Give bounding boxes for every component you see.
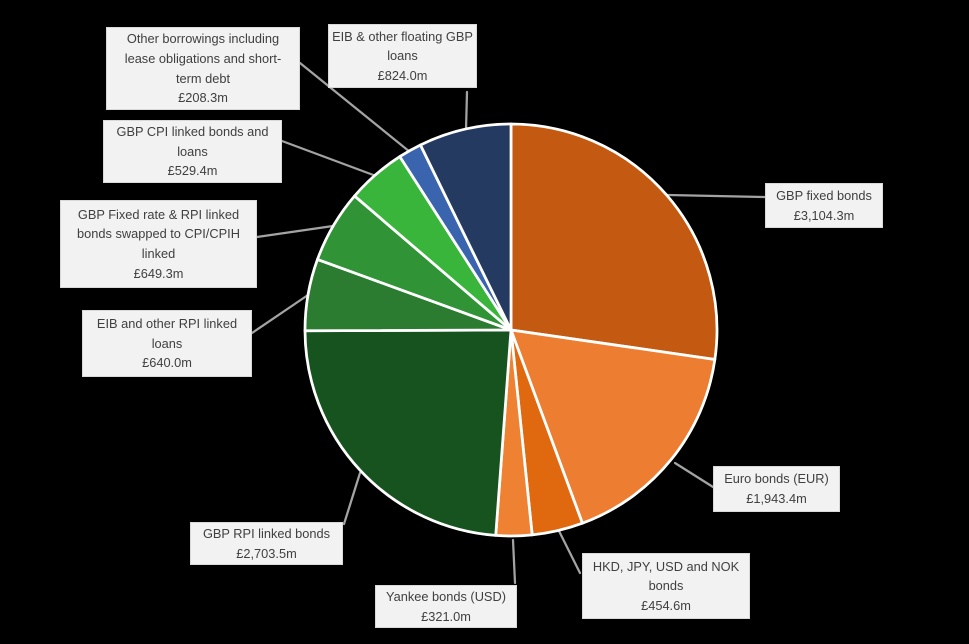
leader-line-hkd-jpy-usd-nok-bonds	[556, 527, 582, 575]
leader-line-euro-bonds	[673, 461, 715, 489]
callout-eib-rpi-linked-loans: EIB and other RPI linked loans £640.0m	[82, 310, 252, 377]
leader-line-yankee-bonds	[511, 538, 517, 585]
callout-value: £3,104.3m	[793, 207, 855, 223]
callout-value: £454.6m	[641, 597, 691, 613]
leader-line-gbp-fixed-bonds	[666, 193, 767, 199]
callout-value: £649.3m	[133, 265, 184, 281]
callout-gbp-cpi-linked: GBP CPI linked bonds and loans £529.4m	[103, 120, 282, 183]
callout-gbp-fixed-bonds: GBP fixed bonds £3,104.3m	[765, 183, 883, 228]
callout-value: £824.0m	[377, 67, 428, 83]
callout-label: HKD, JPY, USD and NOK bonds	[592, 558, 740, 594]
pie-slice-gbp-fixed-bonds	[509, 122, 719, 361]
callout-label: Euro bonds (EUR)	[724, 471, 829, 487]
callout-other-borrowings: Other borrowings including lease obligat…	[106, 27, 300, 110]
callout-value: £2,703.5m	[236, 545, 297, 561]
callout-label: EIB and other RPI linked loans	[96, 316, 238, 351]
callout-value: £640.0m	[142, 355, 192, 371]
callout-yankee-bonds: Yankee bonds (USD) £321.0m	[375, 585, 517, 628]
leader-line-eib-other-floating-gbp-loans	[464, 90, 469, 132]
pie-slices	[303, 122, 719, 538]
callout-label: GBP CPI linked bonds and loans	[116, 124, 269, 159]
callout-value: £1,943.4m	[746, 491, 807, 506]
pie-slice-eib-other-floating-gbp-loans	[419, 122, 513, 332]
pie-slice-gbp-rpi-linked-bonds	[303, 328, 513, 537]
callout-label: Other borrowings including lease obligat…	[124, 31, 282, 86]
leader-line-gbp-rpi-linked-bonds	[342, 471, 362, 526]
callout-value: £321.0m	[421, 608, 471, 624]
callout-gbp-rpi-linked-bonds: GBP RPI linked bonds £2,703.5m	[190, 522, 343, 565]
callout-value: £208.3m	[178, 90, 228, 106]
callout-label: GBP fixed bonds	[776, 187, 872, 203]
callout-euro-bonds: Euro bonds (EUR) £1,943.4m	[713, 466, 840, 512]
leader-line-other-borrowings	[298, 61, 412, 154]
callout-label: GBP RPI linked bonds	[202, 525, 331, 541]
pie-slice-euro-bonds	[509, 328, 717, 525]
callout-eib-other-floating-gbp-loans: EIB & other floating GBP loans £824.0m	[328, 24, 477, 88]
leader-line-gbp-cpi-linked	[280, 139, 378, 178]
leader-line-eib-rpi-linked-loans	[250, 293, 310, 335]
callout-label: GBP Fixed rate & RPI linked bonds swappe…	[77, 206, 240, 261]
callout-label: EIB & other floating GBP loans	[332, 28, 473, 64]
leader-lines	[250, 61, 767, 585]
callout-gbp-fixed-rpi-swapped-cpi: GBP Fixed rate & RPI linked bonds swappe…	[60, 200, 257, 288]
callout-value: £529.4m	[167, 163, 218, 179]
callout-hkd-jpy-usd-nok-bonds: HKD, JPY, USD and NOK bonds £454.6m	[582, 553, 750, 619]
callout-label: Yankee bonds (USD)	[386, 588, 506, 604]
leader-line-gbp-fixed-rpi-swapped-cpi	[255, 224, 335, 239]
